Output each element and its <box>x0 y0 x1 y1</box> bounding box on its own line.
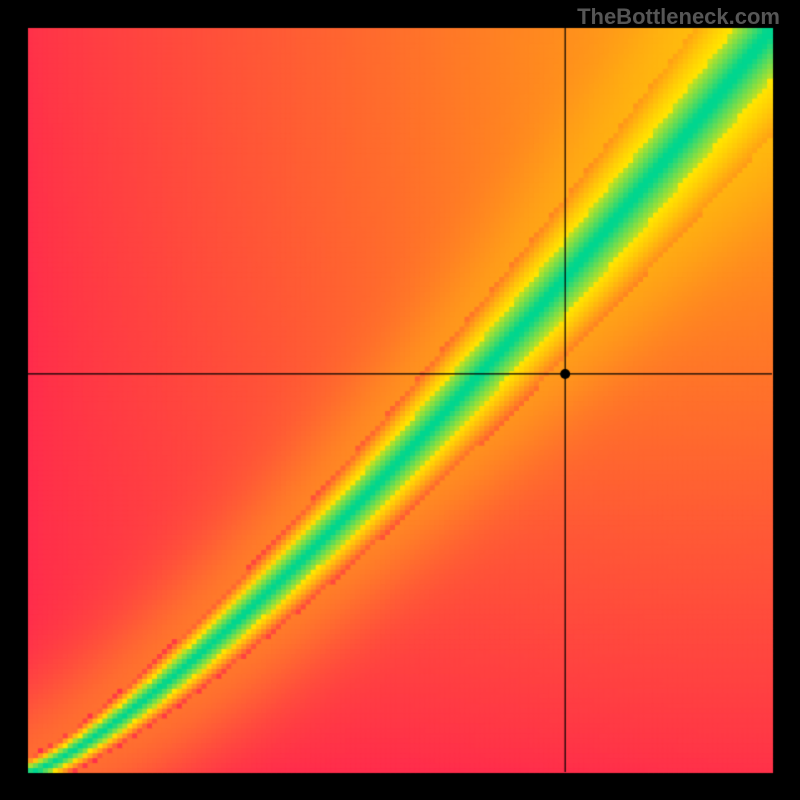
chart-container: TheBottleneck.com <box>0 0 800 800</box>
watermark-text: TheBottleneck.com <box>577 4 780 30</box>
heatmap-canvas <box>0 0 800 800</box>
